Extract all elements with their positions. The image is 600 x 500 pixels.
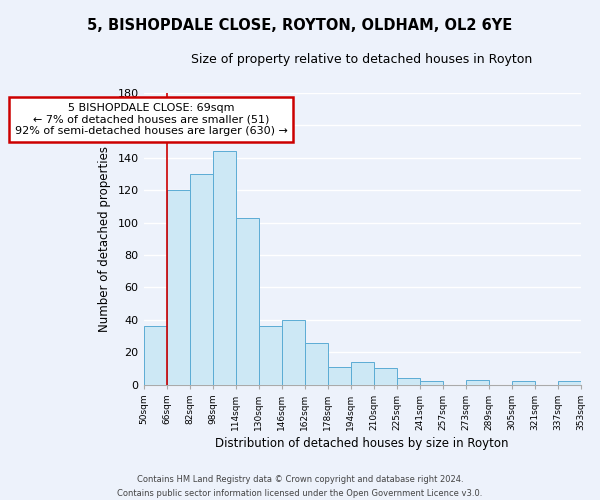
Bar [259, 326, 281, 384]
Bar [557, 382, 581, 384]
Bar [419, 382, 443, 384]
Text: 5, BISHOPDALE CLOSE, ROYTON, OLDHAM, OL2 6YE: 5, BISHOPDALE CLOSE, ROYTON, OLDHAM, OL2… [88, 18, 512, 32]
Bar [512, 382, 535, 384]
Bar [190, 174, 212, 384]
Y-axis label: Number of detached properties: Number of detached properties [98, 146, 110, 332]
Bar [281, 320, 305, 384]
Bar [466, 380, 488, 384]
Bar [236, 218, 259, 384]
X-axis label: Distribution of detached houses by size in Royton: Distribution of detached houses by size … [215, 437, 509, 450]
Bar [305, 342, 328, 384]
Bar [328, 367, 350, 384]
Bar [212, 152, 236, 384]
Bar [350, 362, 374, 384]
Text: Contains HM Land Registry data © Crown copyright and database right 2024.
Contai: Contains HM Land Registry data © Crown c… [118, 476, 482, 498]
Text: 5 BISHOPDALE CLOSE: 69sqm
← 7% of detached houses are smaller (51)
92% of semi-d: 5 BISHOPDALE CLOSE: 69sqm ← 7% of detach… [14, 103, 287, 136]
Bar [374, 368, 397, 384]
Bar [397, 378, 419, 384]
Bar [143, 326, 167, 384]
Bar [167, 190, 190, 384]
Title: Size of property relative to detached houses in Royton: Size of property relative to detached ho… [191, 52, 533, 66]
